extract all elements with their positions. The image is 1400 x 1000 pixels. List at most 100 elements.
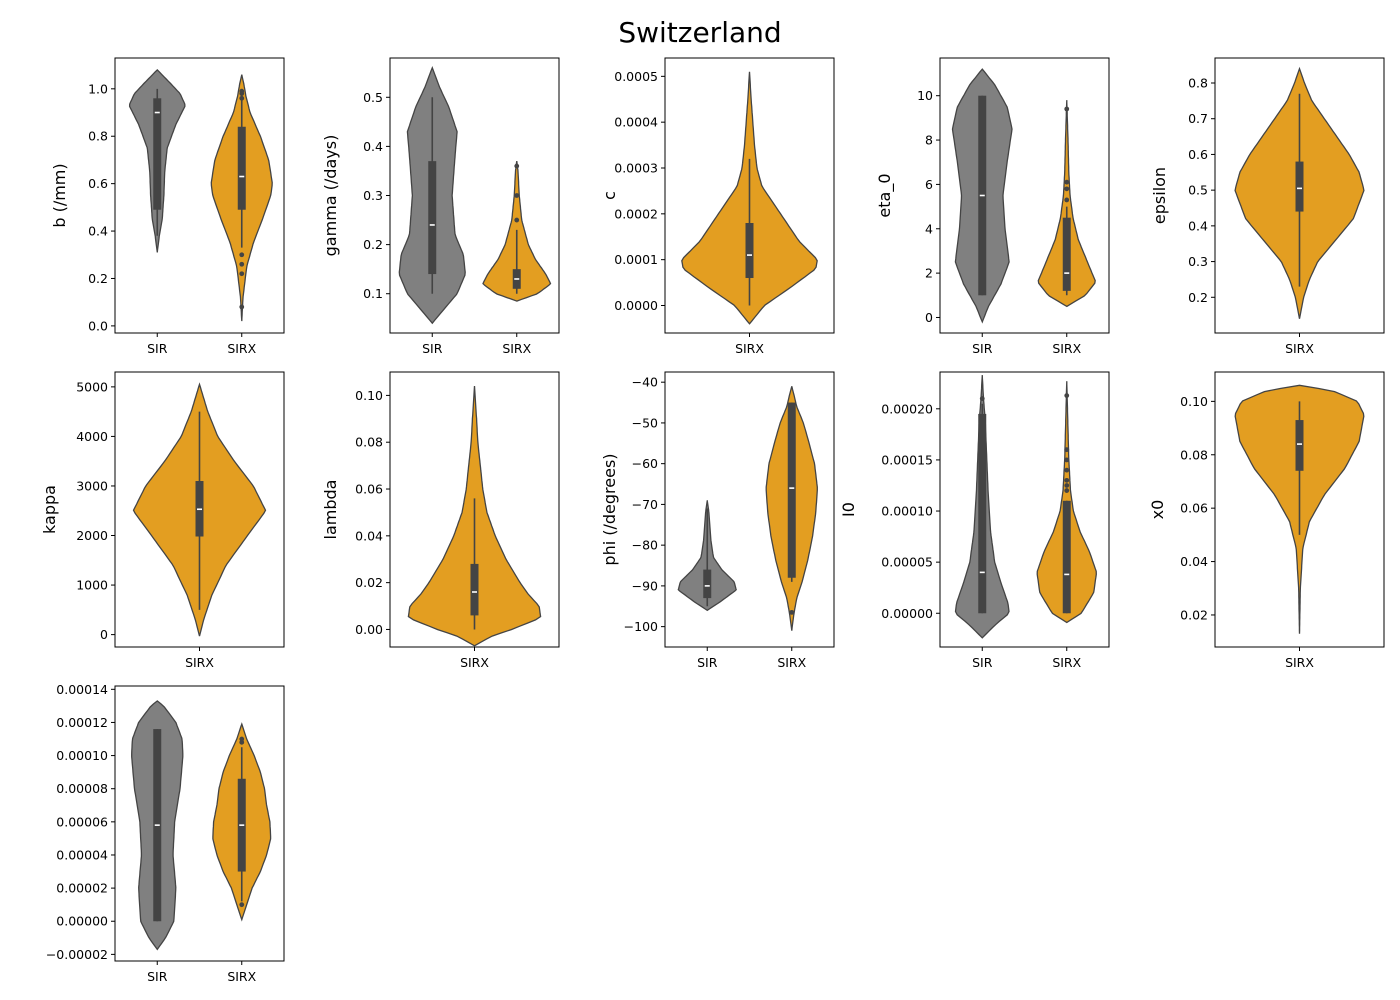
x-tick-label: SIRX bbox=[460, 655, 489, 670]
x-tick-label: SIR bbox=[147, 969, 168, 984]
y-tick-label: 0.5 bbox=[363, 90, 383, 105]
outlier-point bbox=[1064, 179, 1070, 185]
y-tick-label: −40 bbox=[632, 375, 658, 390]
outlier-point bbox=[239, 739, 245, 745]
y-tick-label: 0.00010 bbox=[56, 748, 108, 763]
outlier-point bbox=[239, 304, 245, 310]
y-tick-label: 0.00004 bbox=[56, 847, 108, 862]
y-tick-label: 0.0001 bbox=[614, 252, 658, 267]
outlier-point bbox=[1064, 186, 1070, 192]
y-tick-label: 0.6 bbox=[88, 176, 108, 191]
y-tick-label: 0.0004 bbox=[614, 115, 658, 130]
y-axis-label: phi (/degrees) bbox=[600, 453, 619, 565]
y-tick-label: 4 bbox=[925, 221, 933, 236]
y-axis-label: eta_0 bbox=[875, 173, 895, 217]
x-tick-label: SIR bbox=[147, 341, 168, 356]
x-tick-label: SIR bbox=[972, 655, 993, 670]
y-tick-label: 0.0 bbox=[88, 318, 108, 333]
y-tick-label: 5000 bbox=[76, 379, 108, 394]
y-tick-label: 0.00000 bbox=[56, 914, 108, 929]
y-tick-label: −90 bbox=[632, 578, 658, 593]
y-tick-label: 0.0005 bbox=[614, 69, 658, 84]
y-tick-label: 6 bbox=[925, 177, 933, 192]
outlier-point bbox=[789, 609, 795, 615]
y-tick-label: 0.04 bbox=[1180, 554, 1208, 569]
box-sirx bbox=[787, 402, 796, 578]
y-tick-label: 0.1 bbox=[363, 286, 383, 301]
y-tick-label: 0.3 bbox=[363, 188, 383, 203]
box-sirx bbox=[237, 126, 246, 210]
y-tick-label: 0.00 bbox=[355, 622, 383, 637]
y-tick-label: 0.4 bbox=[1188, 218, 1208, 233]
outlier-point bbox=[1064, 197, 1070, 203]
y-tick-label: 3000 bbox=[76, 478, 108, 493]
box-sirx bbox=[470, 563, 479, 616]
y-axis-label: c bbox=[600, 191, 619, 200]
y-tick-label: 0.00008 bbox=[56, 781, 108, 796]
y-tick-label: 0.00002 bbox=[56, 881, 108, 896]
figure-title: Switzerland bbox=[618, 16, 781, 49]
panel-i0: 0.00000 0.00005 0.00010 0.00015 0.00020 SIR SI… bbox=[839, 371, 1110, 670]
y-tick-label: −70 bbox=[632, 497, 658, 512]
outlier-point bbox=[514, 193, 520, 198]
y-tick-label: 0.00014 bbox=[56, 682, 108, 697]
x-tick-label: SIRX bbox=[185, 655, 214, 670]
y-axis-label: epsilon bbox=[1150, 167, 1169, 224]
x-tick-label: SIRX bbox=[735, 341, 764, 356]
box-sir bbox=[978, 413, 987, 614]
y-tick-label: 0.06 bbox=[355, 482, 383, 497]
y-tick-label: 2000 bbox=[76, 528, 108, 543]
box-sirx bbox=[1295, 161, 1304, 212]
y-tick-label: 0.4 bbox=[88, 224, 108, 239]
panel-gamma-days-: 0.1 0.2 0.3 0.4 0.5 SIR SIRX gamma (/days) bbox=[321, 57, 560, 356]
box-sir bbox=[703, 569, 712, 599]
y-axis-label: I0 bbox=[839, 502, 858, 517]
y-tick-label: 0.02 bbox=[1180, 607, 1208, 622]
x-tick-label: SIRX bbox=[777, 655, 806, 670]
violin-sirx bbox=[1037, 100, 1096, 308]
outlier-point bbox=[239, 271, 245, 277]
y-tick-label: −60 bbox=[632, 456, 658, 471]
y-tick-label: 0.00000 bbox=[881, 606, 933, 621]
box-sirx bbox=[1295, 420, 1304, 471]
panel-epsilon: 0.2 0.3 0.4 0.5 0.6 0.7 0.8 SIRX epsilon bbox=[1150, 57, 1385, 356]
panel-lambda: 0.00 0.02 0.04 0.06 0.08 0.10 SIRX lambda bbox=[321, 371, 560, 670]
y-tick-label: 0.3 bbox=[1188, 254, 1208, 269]
y-tick-label: 0.6 bbox=[1188, 147, 1208, 162]
y-axis-label: kappa bbox=[40, 485, 59, 534]
y-tick-label: 2 bbox=[925, 266, 933, 281]
outlier-point bbox=[239, 261, 245, 267]
y-tick-label: 0.08 bbox=[355, 435, 383, 450]
outlier-point bbox=[239, 902, 245, 908]
panel-x0: 0.02 0.04 0.06 0.08 0.10 SIRX x0 bbox=[1148, 371, 1385, 670]
y-axis-label: gamma (/days) bbox=[321, 135, 340, 257]
y-tick-label: 0.10 bbox=[1180, 394, 1208, 409]
box-sirx bbox=[1062, 500, 1071, 614]
panel-eta-0: 0 2 4 6 8 10 SIR SIRX eta_0 bbox=[875, 57, 1110, 356]
x-tick-label: SIR bbox=[422, 341, 443, 356]
y-tick-label: 0 bbox=[925, 310, 933, 325]
x-tick-label: SIRX bbox=[227, 341, 256, 356]
y-tick-label: 0.08 bbox=[1180, 447, 1208, 462]
y-tick-label: 0.04 bbox=[355, 528, 383, 543]
y-tick-label: 0.06 bbox=[1180, 501, 1208, 516]
x-tick-label: SIR bbox=[697, 655, 718, 670]
axes-frame bbox=[114, 57, 285, 334]
x-tick-label: SIRX bbox=[1285, 341, 1314, 356]
y-tick-label: 0.00006 bbox=[56, 814, 108, 829]
box-sir bbox=[428, 161, 437, 275]
y-tick-label: 0.0003 bbox=[614, 161, 658, 176]
y-tick-label: 0.8 bbox=[88, 129, 108, 144]
y-axis-label: lambda bbox=[321, 480, 340, 540]
y-tick-label: 0.00020 bbox=[881, 401, 933, 416]
y-tick-label: −50 bbox=[632, 415, 658, 430]
x-tick-label: SIRX bbox=[1285, 655, 1314, 670]
y-tick-label: 0.2 bbox=[1188, 290, 1208, 305]
y-tick-label: 0 bbox=[100, 627, 108, 642]
y-tick-label: 0.2 bbox=[88, 271, 108, 286]
box-sirx bbox=[745, 223, 754, 278]
box-sir bbox=[153, 98, 162, 210]
y-axis-label: b (/mm) bbox=[50, 163, 69, 227]
outlier-point bbox=[239, 95, 245, 101]
y-tick-label: 0.2 bbox=[363, 237, 383, 252]
